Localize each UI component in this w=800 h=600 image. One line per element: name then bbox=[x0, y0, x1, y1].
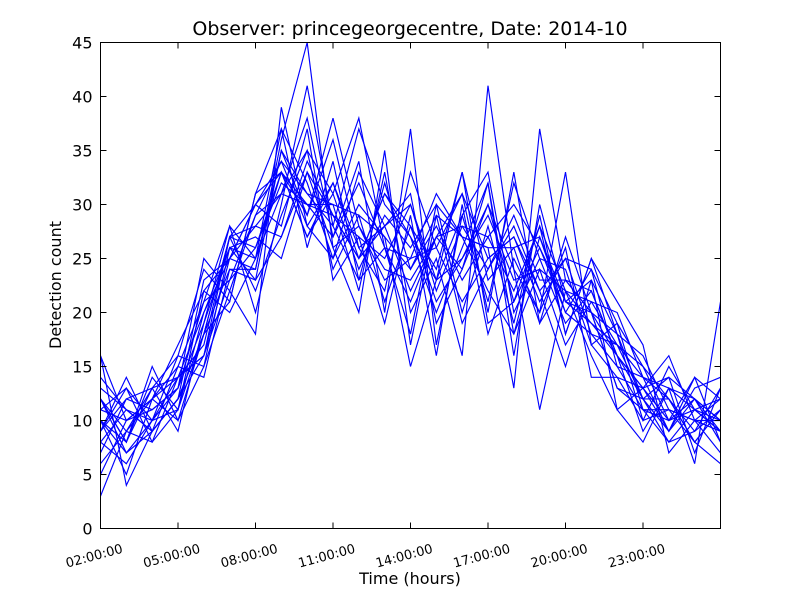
series-line-14 bbox=[100, 170, 722, 455]
chart-title: Observer: princegeorgecentre, Date: 2014… bbox=[192, 18, 627, 40]
y-tick-label: 40 bbox=[72, 88, 92, 107]
x-axis-label: Time (hours) bbox=[358, 569, 461, 588]
series-line-22 bbox=[100, 160, 721, 444]
series-line-19 bbox=[99, 137, 721, 477]
y-tick-label: 30 bbox=[72, 196, 92, 215]
x-tick-label: 14:00:00 bbox=[374, 542, 434, 572]
series-line-8 bbox=[100, 128, 721, 465]
x-tick-label: 23:00:00 bbox=[607, 542, 667, 572]
y-tick-label: 0 bbox=[82, 520, 92, 539]
series-line-3 bbox=[100, 128, 722, 464]
series-line-21 bbox=[100, 181, 721, 432]
y-tick-label: 15 bbox=[72, 358, 92, 377]
x-tick-label: 08:00:00 bbox=[219, 542, 279, 572]
series-line-17 bbox=[99, 170, 721, 454]
x-axis: 02:00:00 05:00:00 08:00:00 11:00:00 14:00:00… bbox=[64, 42, 667, 572]
y-tick-label: 25 bbox=[72, 250, 92, 269]
x-tick-label: 17:00:00 bbox=[452, 542, 512, 572]
y-tick-label: 45 bbox=[72, 34, 92, 53]
y-tick-label: 20 bbox=[72, 304, 92, 323]
y-axis: 0 5 10 15 20 25 30 35 40 45 bbox=[72, 34, 721, 539]
series-line-4 bbox=[100, 107, 721, 455]
x-tick-label: 11:00:00 bbox=[297, 542, 357, 572]
y-axis-label: Detection count bbox=[46, 221, 65, 349]
series-line-13 bbox=[99, 126, 721, 488]
series-line-9 bbox=[99, 85, 721, 475]
series-line-2 bbox=[100, 115, 722, 454]
x-tick-label: 05:00:00 bbox=[142, 542, 202, 572]
x-tick-label: 20:00:00 bbox=[529, 542, 589, 572]
series-layer bbox=[99, 42, 722, 497]
y-tick-label: 10 bbox=[72, 412, 92, 431]
series-line-20 bbox=[100, 170, 721, 444]
y-tick-label: 5 bbox=[82, 466, 92, 485]
x-tick-label: 02:00:00 bbox=[64, 542, 124, 572]
series-line-16 bbox=[100, 148, 721, 443]
y-tick-label: 35 bbox=[72, 142, 92, 161]
plot-frame bbox=[100, 42, 721, 529]
